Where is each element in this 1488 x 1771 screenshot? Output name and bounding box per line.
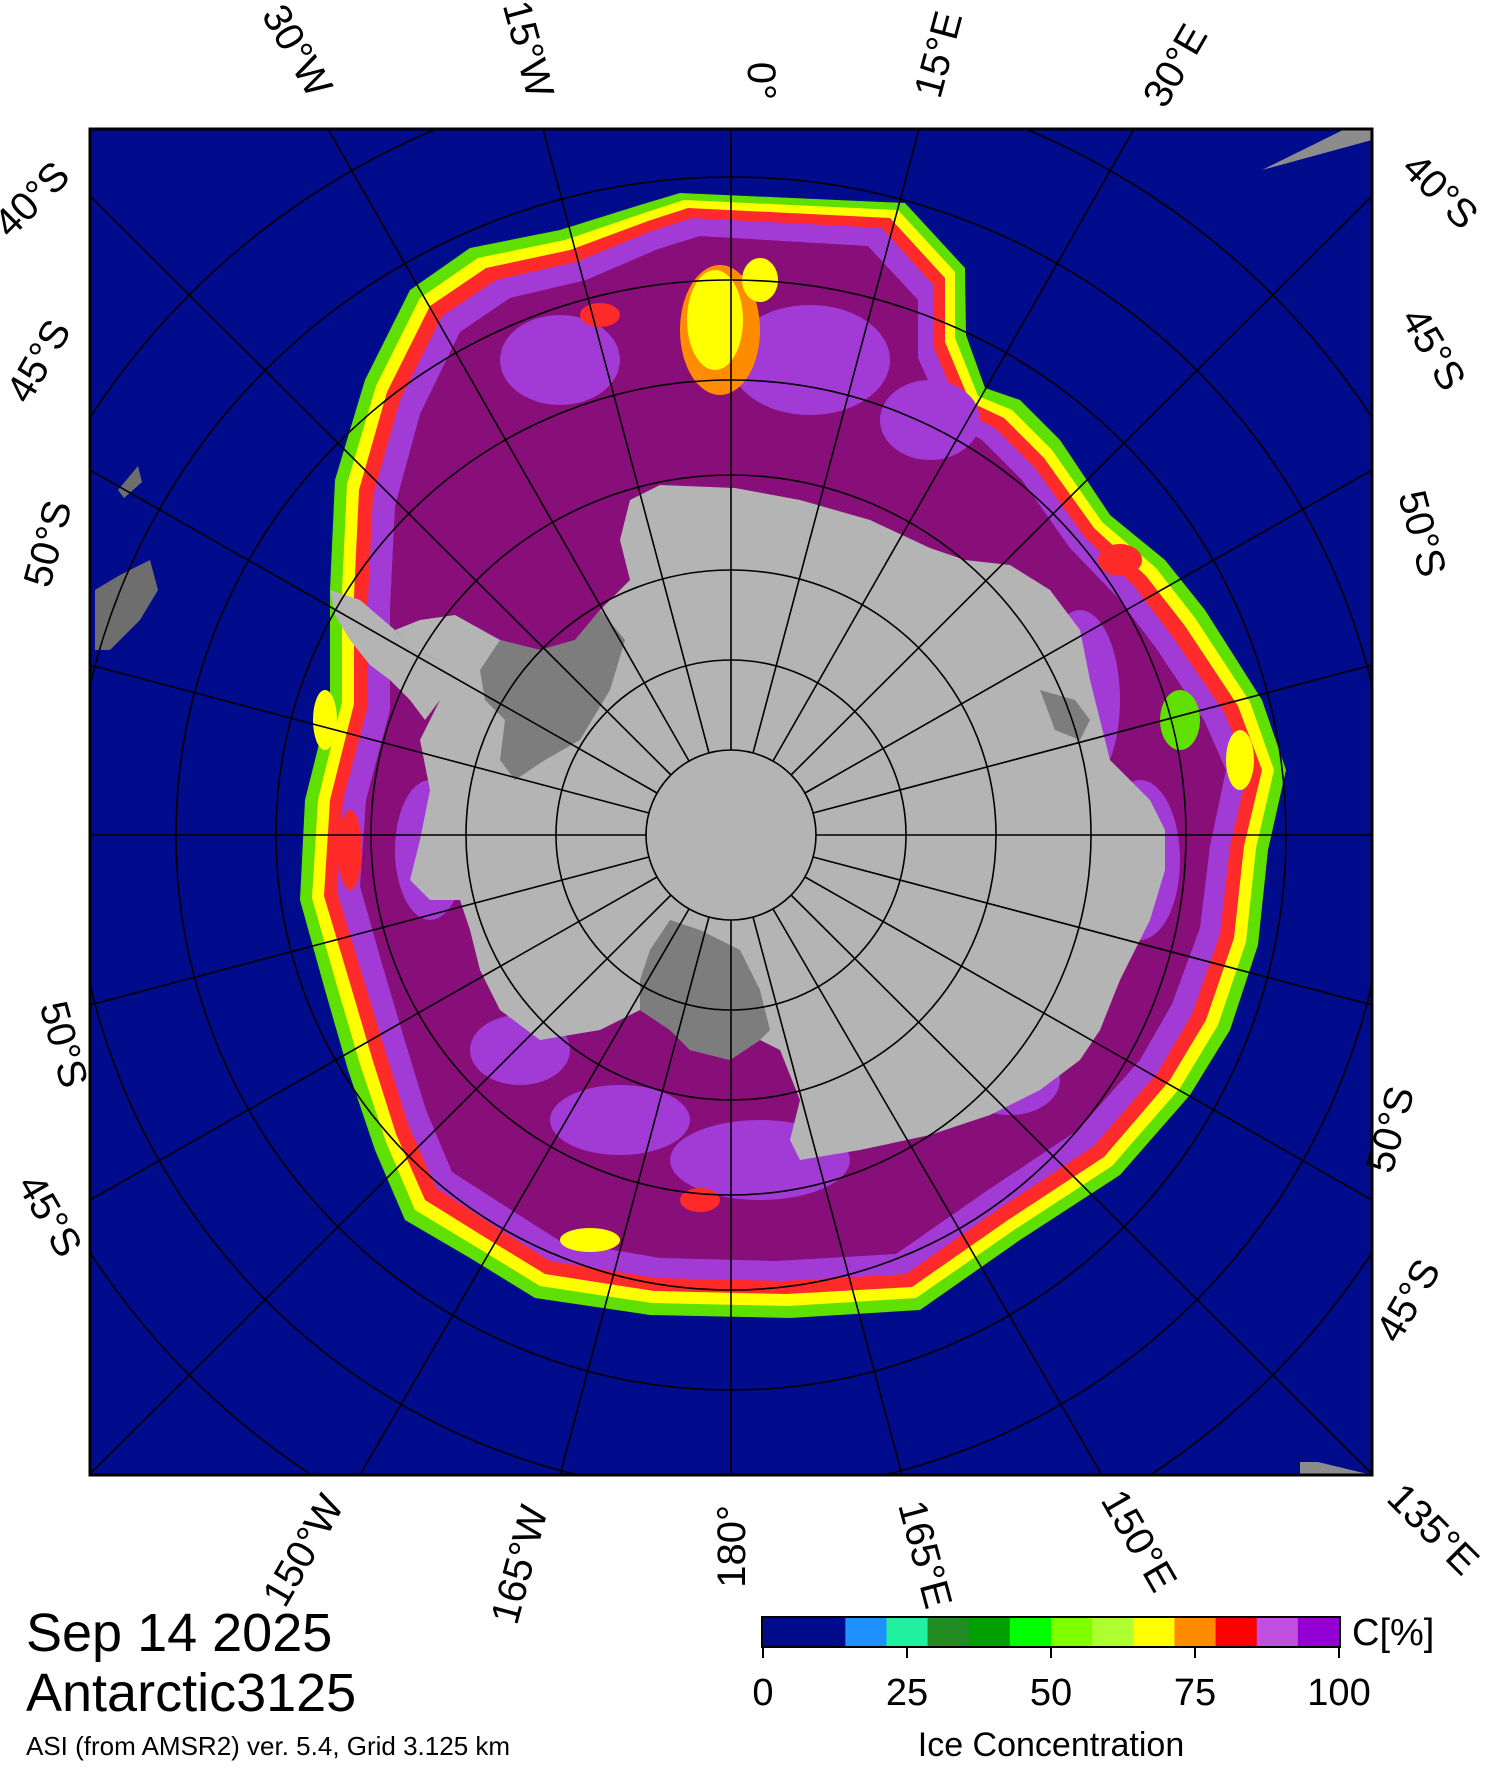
- meridian-label: 15°E: [906, 7, 971, 103]
- product-name: Antarctic3125: [26, 1663, 357, 1723]
- colorbar-tick-label: 100: [1307, 1672, 1370, 1714]
- colorbar-cell: [1215, 1618, 1258, 1646]
- meridian-label: 165°E: [889, 1496, 960, 1613]
- meridian-label: 30°W: [253, 0, 340, 105]
- latitude-label: 45°S: [0, 313, 80, 410]
- meridian-label: 15°W: [494, 0, 562, 103]
- map-frame: [88, 127, 1374, 1477]
- latitude-label: 45°S: [1368, 1252, 1450, 1349]
- latitude-label: 45°S: [9, 1167, 91, 1264]
- colorbar-tick-label: 75: [1174, 1672, 1216, 1714]
- colorbar-cell: [1092, 1618, 1134, 1646]
- amery-ice-shelf: [1040, 690, 1090, 740]
- latitude-label: 40°S: [0, 153, 78, 246]
- latitude-label: 40°S: [1394, 145, 1487, 238]
- colorbar-cell: [1256, 1618, 1299, 1646]
- colorbar-tick-label: 0: [752, 1672, 773, 1714]
- colorbar-cell: [1174, 1618, 1217, 1646]
- latitude-label: 50°S: [1389, 486, 1454, 582]
- meridian-label: 150°E: [1092, 1483, 1185, 1600]
- latitude-labels-right: 40°S 45°S 50°S 50°S 45°S: [1358, 145, 1486, 1349]
- colorbar-cell: [845, 1618, 888, 1646]
- meridian-labels-top: 30°W 15°W 0° 15°E 30°E: [253, 0, 1216, 114]
- colorbar: C[%] 0 25 50 75 100 Ice Concentration: [752, 1612, 1434, 1764]
- colorbar-cell: [1009, 1618, 1052, 1646]
- meridian-label: 165°W: [483, 1501, 557, 1629]
- colorbar-cell: [1051, 1618, 1093, 1646]
- latitude-label: 50°S: [31, 997, 96, 1093]
- meridian-label: 30°E: [1135, 17, 1217, 114]
- africa-land-patch: [1262, 129, 1372, 170]
- meridian-labels-bottom: 150°W 165°W 180° 165°E 150°E 135°E: [254, 1475, 1487, 1628]
- colorbar-cell: [968, 1618, 1011, 1646]
- ross-ice-shelf: [640, 920, 770, 1060]
- colorbar-ticks: [762, 1647, 1340, 1658]
- colorbar-cell: [927, 1618, 970, 1646]
- meridian-label: 180°: [710, 1505, 754, 1588]
- colorbar-cell: [804, 1618, 846, 1646]
- colorbar-title: Ice Concentration: [918, 1726, 1185, 1764]
- colorbar-tick-label: 50: [1030, 1672, 1072, 1714]
- latitude-label: 45°S: [1392, 301, 1474, 398]
- colorbar-cells: [763, 1618, 1340, 1646]
- map-date: Sep 14 2025: [26, 1603, 333, 1663]
- colorbar-unit: C[%]: [1352, 1612, 1434, 1654]
- latitude-labels-left: 40°S 45°S 50°S 50°S 45°S: [0, 153, 96, 1264]
- graticule: [90, 129, 1372, 1475]
- source-info: ASI (from AMSR2) ver. 5.4, Grid 3.125 km: [26, 1731, 511, 1761]
- colorbar-tick-label: 25: [886, 1672, 928, 1714]
- weddell-ice-shelf: [480, 610, 625, 780]
- colorbar-cell: [1297, 1618, 1340, 1646]
- south-america-patch: [95, 560, 158, 650]
- meridian-label: 0°: [739, 62, 783, 100]
- colorbar-cell: [1133, 1618, 1176, 1646]
- meridian-label: 150°W: [254, 1487, 352, 1614]
- meridian-label: 135°E: [1379, 1475, 1487, 1583]
- colorbar-cell: [886, 1618, 929, 1646]
- australia-land-patch: [1300, 1462, 1372, 1475]
- colorbar-cell: [763, 1618, 805, 1646]
- latitude-label: 50°S: [16, 496, 81, 592]
